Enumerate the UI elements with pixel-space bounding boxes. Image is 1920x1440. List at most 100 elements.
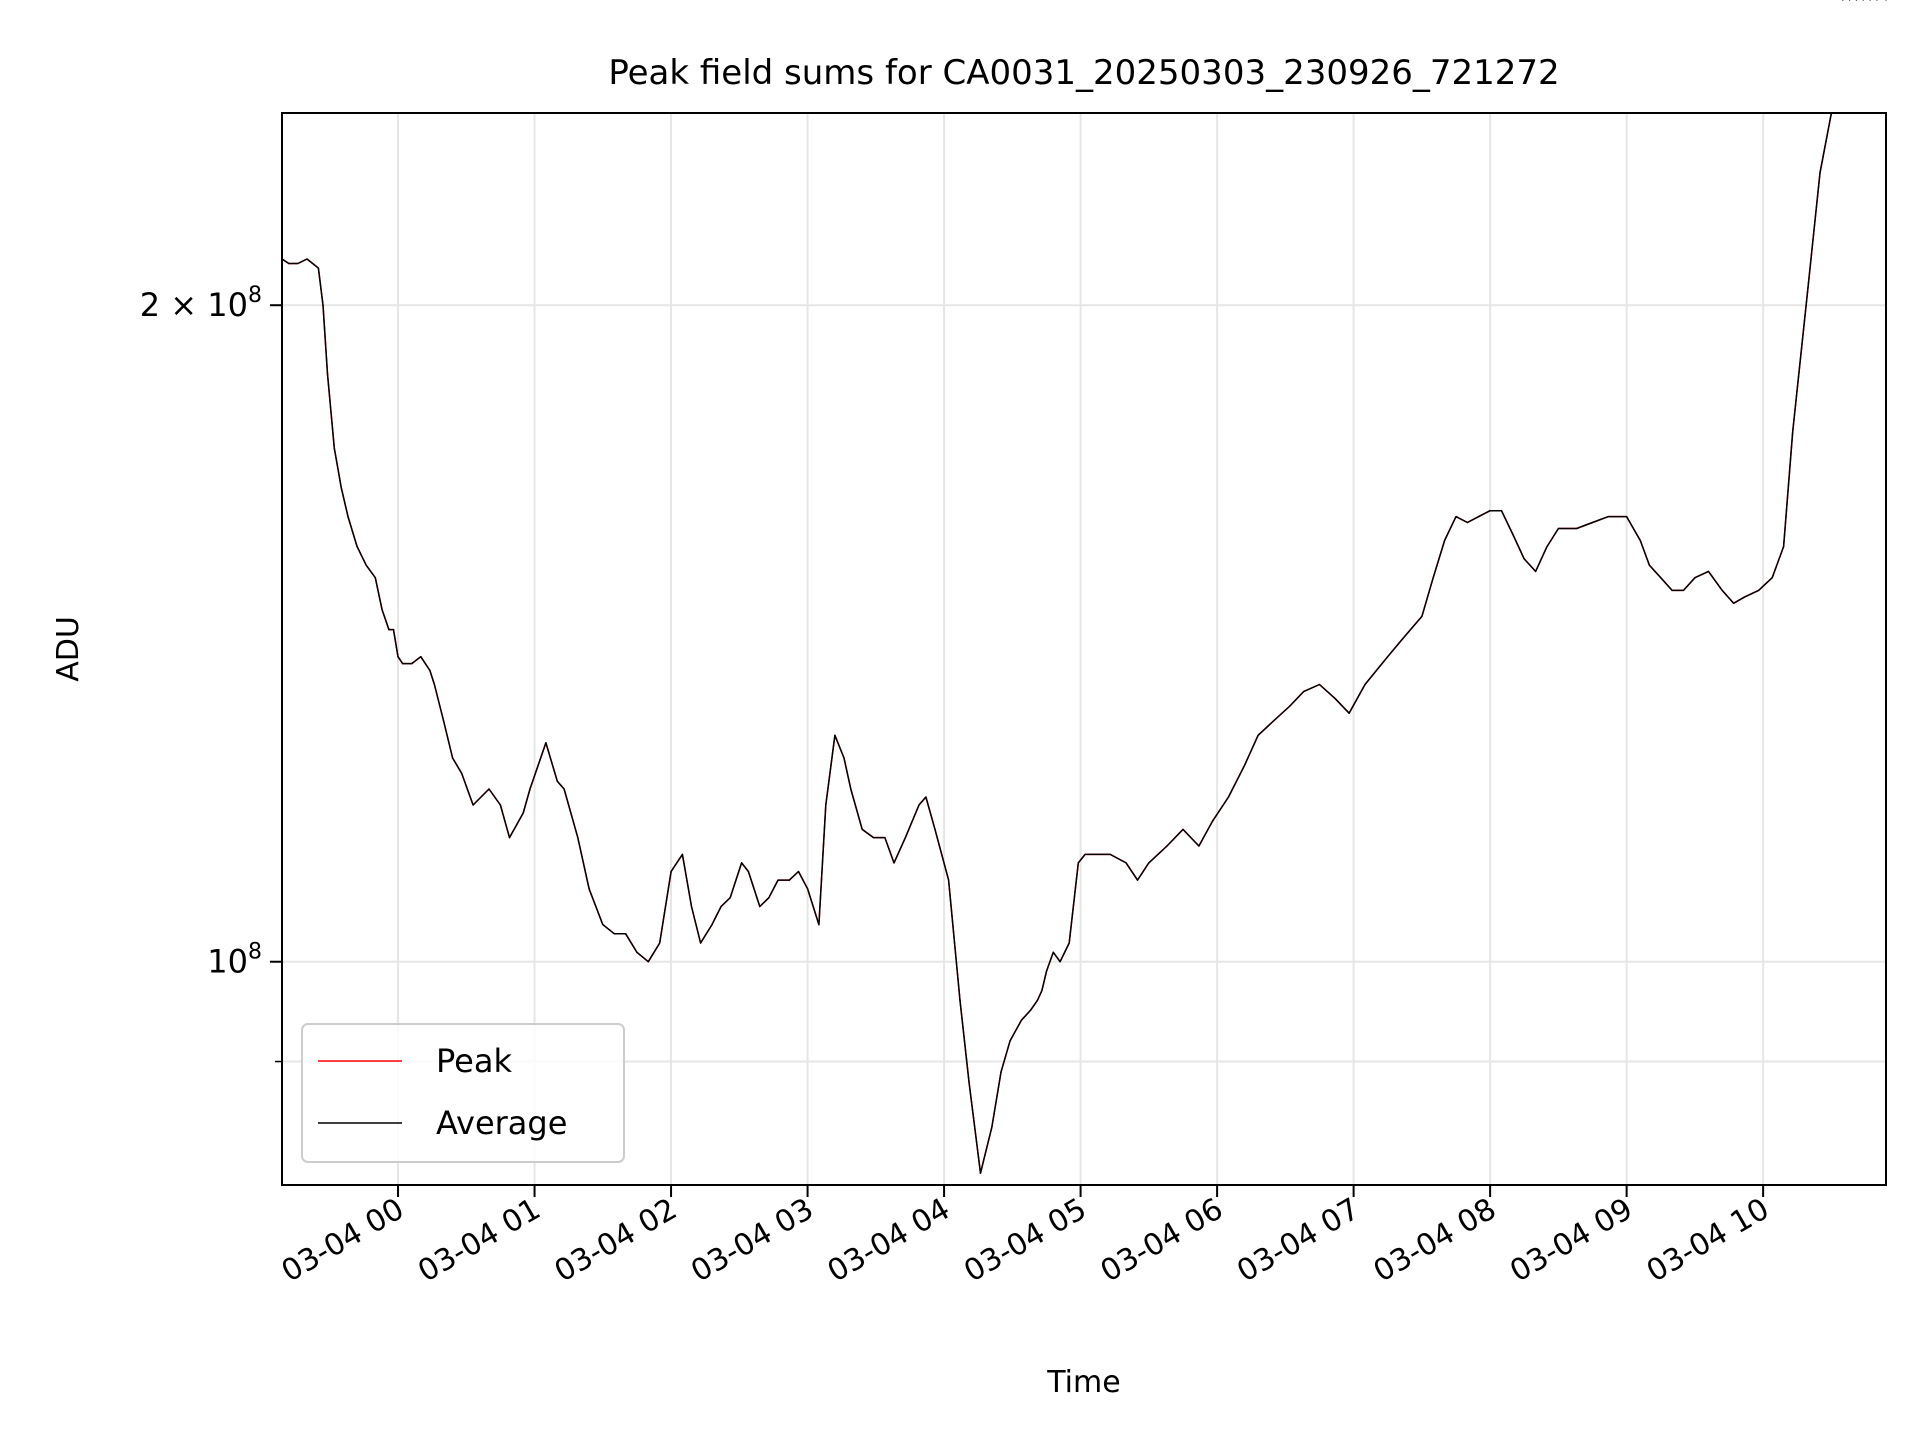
- data-point: [861, 828, 863, 831]
- data-point: [1364, 683, 1366, 686]
- data-point: [741, 862, 743, 864]
- data-point: [1136, 879, 1139, 881]
- data-point: [288, 262, 290, 265]
- data-point: [433, 683, 435, 686]
- data-point: [388, 629, 390, 631]
- data-point: [1557, 527, 1559, 530]
- data-point: [1500, 510, 1503, 512]
- data-point: [1148, 862, 1150, 864]
- data-point: [1808, 281, 1810, 283]
- data-point: [659, 942, 661, 944]
- data-point: [636, 951, 638, 953]
- series-points-average: [281, 0, 1887, 1174]
- data-point: [326, 373, 329, 375]
- y-axis-label: ADU: [51, 616, 86, 682]
- data-point: [690, 905, 693, 908]
- data-point: [872, 837, 875, 839]
- data-point: [1318, 683, 1321, 686]
- data-point: [340, 486, 342, 488]
- data-point: [720, 905, 722, 908]
- data-point: [918, 804, 920, 806]
- data-point: [1660, 577, 1662, 579]
- data-point: [472, 804, 474, 806]
- data-point: [1512, 533, 1514, 536]
- data-point: [893, 862, 895, 864]
- data-point: [1721, 589, 1723, 592]
- data-point: [1198, 845, 1200, 847]
- data-point: [1091, 853, 1093, 856]
- data-point: [522, 812, 524, 814]
- data-point: [1744, 596, 1746, 598]
- data-point: [411, 663, 413, 665]
- data-point: [1068, 942, 1070, 944]
- data-point: [1387, 656, 1389, 658]
- data-point: [1849, 0, 1851, 1]
- data-point: [1626, 516, 1628, 518]
- data-point: [807, 888, 809, 890]
- data-point: [700, 942, 702, 944]
- series-line-average: [281, 112, 1833, 1174]
- data-point: [1862, 0, 1864, 1]
- data-point: [670, 870, 672, 873]
- data-point: [711, 924, 713, 926]
- data-point: [420, 656, 422, 658]
- data-point: [834, 734, 836, 736]
- data-point: [392, 629, 395, 631]
- data-point: [397, 656, 399, 658]
- data-point: [322, 304, 324, 306]
- data-point: [1052, 951, 1054, 953]
- data-point: [625, 933, 627, 935]
- data-point: [374, 577, 376, 579]
- data-point: [1523, 558, 1525, 560]
- data-point: [347, 516, 349, 518]
- data-point: [948, 879, 950, 881]
- data-point: [1639, 539, 1641, 542]
- data-point: [577, 837, 579, 839]
- chart-title: Peak field sums for CA0031_20250303_2309…: [608, 53, 1559, 93]
- data-point: [1077, 862, 1079, 864]
- data-point: [556, 780, 558, 782]
- data-point: [1489, 510, 1491, 512]
- data-point: [777, 879, 779, 881]
- data-point: [1466, 521, 1468, 524]
- legend-label-average: Average: [436, 1104, 567, 1142]
- data-point: [959, 999, 961, 1002]
- data-point: [1059, 961, 1061, 963]
- data-point: [1535, 570, 1537, 573]
- data-point: [1707, 570, 1710, 573]
- grid: [282, 113, 1886, 1185]
- data-point: [545, 742, 547, 744]
- data-point: [452, 757, 454, 759]
- data-point: [1842, 0, 1844, 1]
- data-point: [768, 897, 770, 899]
- data-point: [1607, 516, 1609, 518]
- data-point: [884, 837, 886, 839]
- data-point: [1334, 698, 1336, 700]
- data-point: [1273, 719, 1275, 722]
- data-point: [1375, 669, 1377, 672]
- data-point: [747, 870, 750, 873]
- data-point: [788, 879, 791, 881]
- data-point: [1211, 820, 1214, 822]
- data-point: [1648, 564, 1650, 566]
- data-point: [429, 669, 431, 672]
- plot-frame: [281, 112, 1887, 1186]
- data-point: [1792, 431, 1794, 433]
- data-point: [1243, 765, 1245, 767]
- data-point: [979, 1172, 982, 1174]
- data-point: [1409, 629, 1412, 631]
- data-point: [1869, 0, 1871, 1]
- data-point: [1771, 577, 1773, 579]
- data-point: [1289, 705, 1291, 707]
- legend: Peak Average: [301, 1023, 625, 1163]
- data-point: [1036, 999, 1038, 1002]
- data-point: [1041, 990, 1043, 992]
- data-point: [1733, 602, 1735, 604]
- data-point: [818, 924, 820, 926]
- data-point: [1045, 970, 1048, 972]
- data-point: [1855, 0, 1857, 1]
- data-point: [499, 804, 501, 806]
- y-tick-label: 108: [207, 940, 262, 981]
- legend-label-peak: Peak: [436, 1042, 512, 1080]
